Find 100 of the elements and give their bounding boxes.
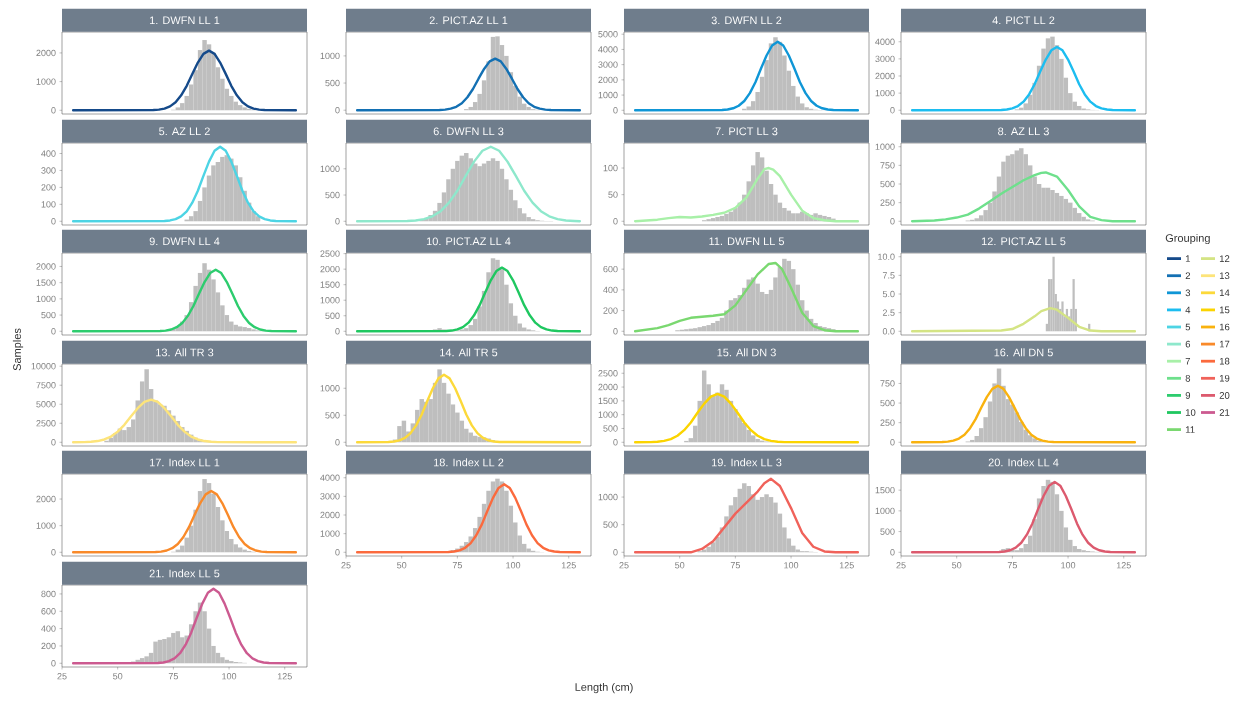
x-tick-label: 50 — [397, 562, 407, 569]
legend-label: 6 — [1185, 340, 1191, 348]
y-tick-label: 2000 — [36, 49, 56, 57]
y-tick-label: 10.0 — [878, 253, 895, 260]
y-tick-label: 2000 — [36, 495, 56, 503]
legend-label: 7 — [1185, 357, 1191, 365]
y-tick-label: 1000 — [36, 78, 56, 85]
y-tick-label: 0 — [51, 218, 56, 225]
y-tick-label: 500 — [325, 79, 340, 87]
y-tick-label: 1500 — [598, 397, 618, 405]
chart-title: 14. All TR 5 — [440, 348, 498, 357]
y-tick-label: 500 — [41, 311, 56, 319]
y-tick-label: 0 — [890, 107, 895, 114]
x-tick-label: 100 — [506, 562, 521, 569]
y-tick-label: 2000 — [320, 511, 340, 519]
chart-title: 10. PICT.AZ LL 4 — [426, 237, 511, 246]
legend-label: 20 — [1219, 392, 1230, 399]
legend-label: 17 — [1219, 340, 1230, 348]
text: Length (cm) — [575, 682, 633, 694]
y-tick-label: 0 — [613, 218, 618, 225]
y-tick-label: 0 — [613, 549, 618, 556]
x-tick-label: 25 — [57, 673, 67, 680]
chart-title: 7. PICT LL 3 — [715, 127, 778, 136]
chart-title: 21. Index LL 5 — [149, 569, 220, 578]
x-tick-label: 75 — [168, 673, 178, 680]
x-tick-label: 25 — [896, 562, 906, 569]
y-tick-label: 1000 — [875, 143, 895, 150]
y-tick-label: 0.0 — [882, 328, 895, 335]
y-tick-label: 500 — [325, 312, 340, 319]
y-tick-label: 500 — [880, 180, 895, 188]
legend-label: 14 — [1219, 289, 1230, 297]
chart-title: 3. DWFN LL 2 — [711, 16, 782, 25]
y-tick-label: 0 — [51, 660, 56, 667]
legend-label: 12 — [1219, 255, 1230, 262]
y-tick-label: 400 — [41, 625, 56, 632]
y-tick-label: 4000 — [598, 46, 618, 53]
chart-title: 9. DWFN LL 4 — [149, 237, 220, 246]
legend-label: 2 — [1185, 272, 1191, 280]
y-tick-label: 1000 — [36, 522, 56, 529]
y-tick-label: 0 — [335, 549, 340, 556]
y-tick-label: 1000 — [36, 295, 56, 303]
legend-label: 3 — [1185, 289, 1191, 297]
y-tick-label: 500 — [603, 425, 618, 432]
y-tick-label: 500 — [603, 521, 618, 528]
y-tick-label: 1000 — [598, 411, 618, 418]
x-tick-label: 125 — [277, 673, 292, 680]
chart-title: 2. PICT.AZ LL 1 — [429, 16, 508, 25]
y-tick-label: 2000 — [320, 265, 340, 273]
x-tick-label: 75 — [1007, 562, 1017, 569]
y-tick-label: 500 — [325, 412, 340, 419]
chart-title: 8. AZ LL 3 — [998, 127, 1049, 136]
legend-label: 13 — [1219, 272, 1230, 280]
legend-label: 21 — [1219, 409, 1230, 416]
y-tick-label: 0 — [613, 439, 618, 446]
y-tick-label: 2000 — [36, 263, 56, 270]
y-tick-label: 5000 — [598, 31, 618, 38]
y-tick-label: 0 — [613, 328, 618, 335]
y-tick-label: 1500 — [875, 486, 895, 494]
y-tick-label: 1000 — [320, 530, 340, 537]
chart-title: 6. DWFN LL 3 — [433, 127, 504, 136]
legend-title: Grouping — [1165, 233, 1210, 245]
y-tick-label: 1000 — [320, 52, 340, 60]
legend-label: 15 — [1219, 306, 1230, 314]
legend-label: 4 — [1185, 306, 1191, 314]
legend-label: 19 — [1219, 374, 1230, 382]
legend-label: 10 — [1185, 409, 1196, 416]
y-tick-label: 2000 — [598, 383, 618, 391]
y-tick-label: 1000 — [598, 91, 618, 99]
y-tick-label: 0 — [890, 218, 895, 225]
y-tick-label: 250 — [880, 419, 895, 426]
y-tick-label: 0 — [51, 549, 56, 556]
x-tick-label: 75 — [730, 562, 740, 569]
y-tick-label: 5.0 — [882, 290, 895, 298]
y-tick-label: 100 — [41, 201, 56, 208]
chart-title: 17. Index LL 1 — [149, 458, 220, 467]
chart-title: 12. PICT.AZ LL 5 — [981, 237, 1066, 246]
x-tick-label: 50 — [952, 562, 962, 569]
legend-label: 18 — [1219, 357, 1230, 365]
x-tick-label: 50 — [675, 562, 685, 569]
y-tick-label: 5000 — [36, 401, 56, 408]
legend-label: 8 — [1185, 374, 1191, 382]
legend-label: 9 — [1185, 392, 1191, 399]
y-tick-label: 0 — [51, 107, 56, 114]
x-tick-label: 125 — [561, 562, 576, 569]
chart-title: 4. PICT LL 2 — [992, 16, 1055, 25]
chart-title: 13. All TR 3 — [156, 348, 214, 357]
y-tick-label: 1000 — [320, 297, 340, 304]
y-tick-label: 2500 — [598, 370, 618, 377]
y-tick-label: 1500 — [36, 279, 56, 286]
chart-title: 19. Index LL 3 — [711, 458, 782, 467]
x-tick-label: 125 — [1116, 562, 1131, 569]
y-tick-label: 7.5 — [882, 272, 895, 279]
y-tick-label: 1500 — [320, 281, 340, 288]
legend-label: 1 — [1185, 255, 1191, 262]
y-tick-label: 0 — [51, 439, 56, 446]
y-tick-label: 50 — [608, 191, 618, 198]
y-tick-label: 2500 — [320, 250, 340, 257]
y-tick-label: 0 — [335, 439, 340, 446]
y-tick-label: 0 — [335, 107, 340, 114]
x-tick-label: 100 — [1061, 562, 1076, 569]
